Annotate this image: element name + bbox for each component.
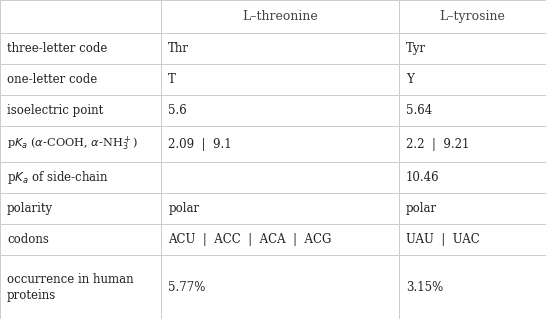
Bar — [161, 126, 399, 162]
Text: isoelectric point: isoelectric point — [7, 104, 103, 117]
Text: codons: codons — [7, 233, 49, 246]
Text: 10.46: 10.46 — [406, 171, 440, 184]
Text: p$K_a$ of side-chain: p$K_a$ of side-chain — [7, 169, 109, 186]
Text: p$K_a$ ($\alpha$-COOH, $\alpha$-NH$_3^+$): p$K_a$ ($\alpha$-COOH, $\alpha$-NH$_3^+$… — [7, 135, 138, 153]
Bar — [0, 0, 161, 33]
Bar — [0, 224, 161, 255]
Bar — [161, 95, 399, 126]
Text: polar: polar — [168, 202, 199, 215]
Text: L–threonine: L–threonine — [242, 10, 318, 23]
Bar — [0, 162, 161, 193]
Bar — [399, 162, 546, 193]
Bar — [161, 255, 399, 319]
Text: occurrence in human
proteins: occurrence in human proteins — [7, 273, 134, 301]
Bar — [161, 33, 399, 64]
Text: Y: Y — [406, 73, 413, 86]
Text: polarity: polarity — [7, 202, 53, 215]
Bar — [161, 0, 399, 33]
Text: UAU  |  UAC: UAU | UAC — [406, 233, 479, 246]
Bar — [399, 0, 546, 33]
Bar — [399, 255, 546, 319]
Text: T: T — [168, 73, 176, 86]
Bar — [0, 95, 161, 126]
Text: 2.2  |  9.21: 2.2 | 9.21 — [406, 137, 469, 151]
Bar — [0, 64, 161, 95]
Text: one-letter code: one-letter code — [7, 73, 97, 86]
Text: 5.64: 5.64 — [406, 104, 432, 117]
Text: ACU  |  ACC  |  ACA  |  ACG: ACU | ACC | ACA | ACG — [168, 233, 331, 246]
Bar — [161, 193, 399, 224]
Text: Tyr: Tyr — [406, 42, 426, 55]
Bar — [0, 33, 161, 64]
Bar — [399, 224, 546, 255]
Text: Thr: Thr — [168, 42, 189, 55]
Bar — [0, 193, 161, 224]
Text: three-letter code: three-letter code — [7, 42, 108, 55]
Text: 5.6: 5.6 — [168, 104, 187, 117]
Bar — [0, 126, 161, 162]
Text: 3.15%: 3.15% — [406, 281, 443, 293]
Bar — [0, 255, 161, 319]
Bar — [399, 193, 546, 224]
Bar — [399, 95, 546, 126]
Bar — [399, 33, 546, 64]
Text: L–tyrosine: L–tyrosine — [440, 10, 505, 23]
Bar — [161, 224, 399, 255]
Bar — [161, 162, 399, 193]
Bar — [399, 126, 546, 162]
Text: 5.77%: 5.77% — [168, 281, 205, 293]
Bar — [161, 64, 399, 95]
Bar — [399, 64, 546, 95]
Text: 2.09  |  9.1: 2.09 | 9.1 — [168, 137, 232, 151]
Text: polar: polar — [406, 202, 437, 215]
